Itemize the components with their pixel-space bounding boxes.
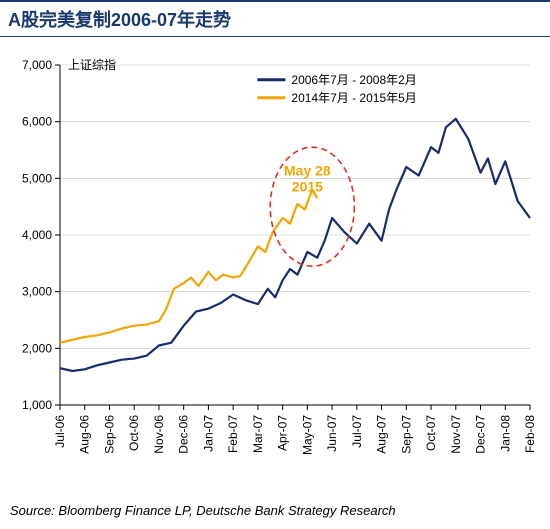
svg-text:Mar-07: Mar-07 — [251, 415, 265, 453]
svg-text:Apr-07: Apr-07 — [276, 415, 290, 451]
svg-text:2015: 2015 — [292, 179, 323, 195]
svg-text:Jan-07: Jan-07 — [201, 415, 215, 452]
svg-text:5,000: 5,000 — [22, 171, 52, 185]
svg-text:Dec-07: Dec-07 — [474, 415, 488, 454]
svg-text:Jul-06: Jul-06 — [53, 415, 67, 448]
svg-text:2,000: 2,000 — [22, 341, 52, 355]
svg-text:Nov-06: Nov-06 — [152, 415, 166, 454]
svg-text:Oct-07: Oct-07 — [424, 415, 438, 451]
svg-text:3,000: 3,000 — [22, 285, 52, 299]
svg-text:Nov-07: Nov-07 — [449, 415, 463, 454]
line-chart-svg: 1,000 2,000 3,000 4,000 5,000 6,000 7,000 Jul-0… — [0, 37, 550, 497]
svg-text:Feb-08: Feb-08 — [523, 415, 537, 453]
chart-title: A股完美复制2006-07年走势 — [8, 10, 231, 30]
svg-text:May-07: May-07 — [300, 415, 314, 455]
svg-text:May 28: May 28 — [284, 163, 331, 179]
source-caption: Source: Bloomberg Finance LP, Deutsche B… — [0, 497, 550, 524]
svg-text:Aug-07: Aug-07 — [375, 415, 389, 454]
svg-text:1,000: 1,000 — [22, 398, 52, 412]
svg-text:Sep-07: Sep-07 — [399, 415, 413, 454]
svg-text:Jan-08: Jan-08 — [498, 415, 512, 452]
svg-text:Aug-06: Aug-06 — [78, 415, 92, 454]
svg-text:Oct-06: Oct-06 — [127, 415, 141, 451]
svg-text:Feb-07: Feb-07 — [226, 415, 240, 453]
svg-text:7,000: 7,000 — [22, 58, 52, 72]
source-text: Source: Bloomberg Finance LP, Deutsche B… — [10, 503, 396, 518]
svg-text:Sep-06: Sep-06 — [102, 415, 116, 454]
svg-text:Jun-07: Jun-07 — [325, 415, 339, 452]
svg-text:2014年7月 - 2015年5月: 2014年7月 - 2015年5月 — [291, 91, 416, 105]
chart-title-bar: A股完美复制2006-07年走势 — [0, 0, 550, 37]
svg-text:4,000: 4,000 — [22, 228, 52, 242]
svg-text:上证综指: 上证综指 — [68, 57, 116, 72]
chart-area: 1,000 2,000 3,000 4,000 5,000 6,000 7,000 Jul-0… — [0, 37, 550, 497]
svg-text:Jul-07: Jul-07 — [350, 415, 364, 448]
svg-text:2006年7月 - 2008年2月: 2006年7月 - 2008年2月 — [291, 73, 416, 87]
svg-text:Dec-06: Dec-06 — [177, 415, 191, 454]
svg-text:6,000: 6,000 — [22, 115, 52, 129]
